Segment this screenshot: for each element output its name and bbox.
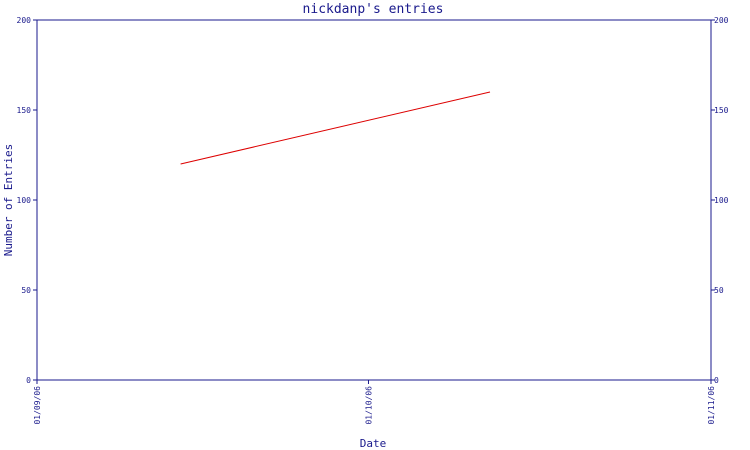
x-axis-title: Date xyxy=(360,437,387,450)
x-tick-label: 01/10/06 xyxy=(364,386,373,425)
y-tick-label-left: 0 xyxy=(26,376,31,385)
plot-area-frame xyxy=(36,19,712,381)
chart-title: nickdanp's entries xyxy=(303,2,444,17)
y-tick-label-left: 150 xyxy=(17,106,32,115)
y-tick-label-left: 200 xyxy=(17,16,32,25)
y-tick-label-right: 0 xyxy=(714,376,719,385)
y-axis-right: 0 50 100 150 200 xyxy=(711,16,729,385)
y-axis-title: Number of Entries xyxy=(2,144,15,257)
x-axis: 01/09/06 01/10/06 01/11/06 xyxy=(33,380,716,425)
y-tick-label-right: 100 xyxy=(714,196,729,205)
series-layer xyxy=(180,91,491,165)
series-line xyxy=(180,91,491,165)
x-tick-label: 01/11/06 xyxy=(707,386,716,425)
y-tick-label-right: 50 xyxy=(714,286,724,295)
x-tick-label: 01/09/06 xyxy=(33,386,42,425)
y-tick-label-right: 150 xyxy=(714,106,729,115)
y-tick-label-right: 200 xyxy=(714,16,729,25)
y-tick-label-left: 100 xyxy=(17,196,32,205)
y-tick-label-left: 50 xyxy=(21,286,31,295)
y-axis-left: 0 50 100 150 200 xyxy=(17,16,37,385)
